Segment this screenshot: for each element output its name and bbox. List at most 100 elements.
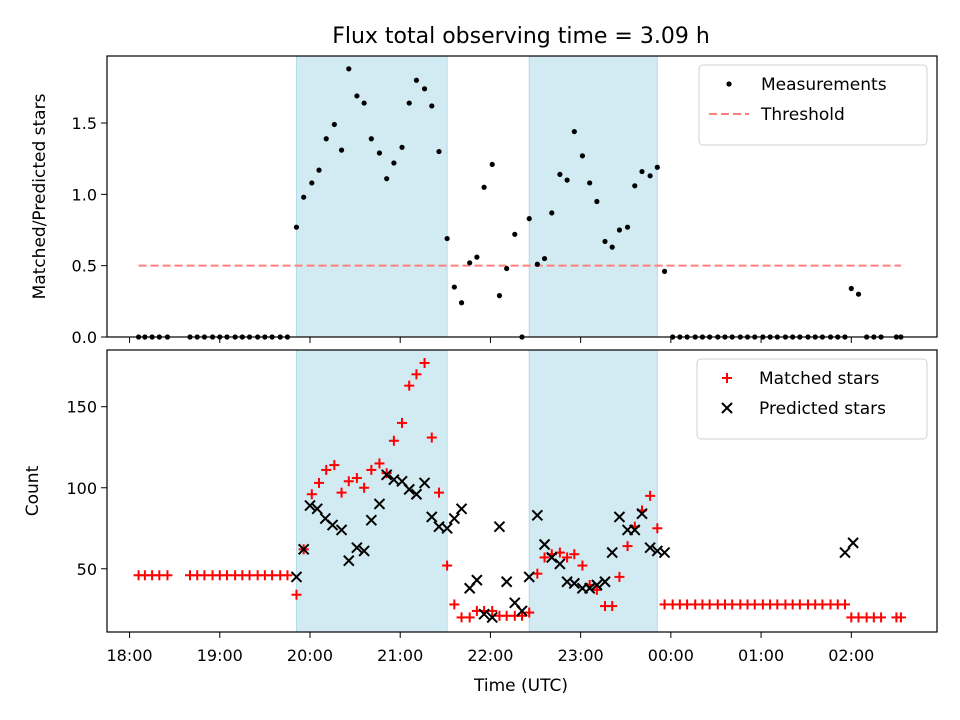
predicted-stars-point [606, 546, 618, 559]
x-tick-label: 21:00 [377, 646, 423, 665]
matched-stars-point [162, 570, 173, 581]
measurements-point [639, 168, 645, 175]
matched-stars-point [366, 464, 377, 475]
x-tick-label: 19:00 [197, 646, 243, 665]
ratio-panel-frame [106, 55, 938, 338]
predicted-stars-point [418, 477, 431, 489]
measurements-point [594, 198, 600, 205]
y-tick-label: 50 [77, 560, 97, 579]
predicted-stars-point [523, 571, 535, 583]
measurements-point [376, 150, 383, 156]
matched-stars-point [411, 369, 422, 380]
matched-stars-point [524, 607, 535, 618]
matched-stars-point [359, 482, 370, 493]
matched-stars-point [562, 552, 573, 563]
matched-stars-point [645, 490, 656, 501]
shaded-interval [528, 55, 658, 338]
count-panel: 50 100 150 18:00 19:00 20:00 21:00 22:00 23:00 0… [23, 349, 938, 665]
measurements-point [309, 180, 315, 186]
measurements-point [848, 285, 854, 292]
measurements-point [391, 160, 397, 166]
measurements-point [361, 100, 367, 106]
matched-stars-point [487, 605, 498, 616]
predicted-stars-point [636, 507, 648, 520]
predicted-stars-point [304, 499, 316, 512]
predicted-stars-point [373, 498, 386, 510]
matched-stars-point [517, 610, 527, 621]
matched-stars-point [839, 599, 850, 610]
legend-dot-swatch [726, 81, 732, 87]
y-tick-label: 1.5 [72, 114, 97, 133]
measurements-point [609, 244, 615, 250]
measurements-point [579, 153, 586, 159]
predicted-stars-point [486, 611, 498, 624]
shaded-interval [295, 55, 448, 338]
predicted-stars-point [839, 546, 851, 559]
predicted-stars-point [358, 545, 370, 557]
predicted-stars-point [335, 524, 348, 536]
measurements-point [661, 268, 668, 274]
y-tick-label: 100 [66, 479, 97, 498]
x-tick-label: 18:00 [106, 646, 152, 665]
measurements-point [346, 66, 352, 72]
predicted-stars-point [478, 608, 490, 620]
matched-stars-point [539, 552, 550, 563]
predicted-stars-point [493, 520, 506, 533]
predicted-stars-point [568, 577, 581, 590]
matched-stars-point [397, 417, 408, 428]
matched-stars-point [282, 570, 293, 581]
count-panel-legend: Matched stars Predicted stars [696, 358, 928, 440]
measurements-point [338, 147, 345, 153]
measurements-point [331, 121, 337, 128]
count-panel-frame [106, 349, 938, 633]
legend-x-swatch [721, 402, 733, 414]
predicted-stars-point [516, 605, 528, 617]
measurements-point [602, 238, 608, 245]
predicted-stars-point [448, 512, 461, 525]
measurements-point [571, 128, 577, 135]
measurements-point [541, 255, 548, 262]
matched-stars-point [381, 468, 392, 479]
legend-label: Threshold [760, 105, 845, 125]
measurements-point [616, 227, 623, 233]
x-tick-label: 20:00 [287, 646, 333, 665]
matched-stars-point [622, 541, 633, 552]
predicted-stars-point [500, 576, 513, 588]
measurements-point [467, 260, 473, 266]
matched-stars-point [404, 380, 415, 391]
matched-stars-point [607, 601, 618, 612]
predicted-stars-point [599, 576, 611, 588]
x-axis-label: Time (UTC) [473, 676, 568, 696]
predicted-stars-point [644, 542, 656, 554]
measurements-point [429, 103, 435, 109]
measurements-point [406, 100, 412, 106]
measurements-point [654, 164, 660, 170]
measurements-point [458, 300, 465, 306]
predicted-stars-point [410, 488, 423, 500]
measurements-point [647, 173, 653, 179]
measurements-point [436, 148, 442, 155]
measurements-point [413, 77, 420, 83]
measurements-point [632, 183, 638, 189]
predicted-stars-point [365, 514, 378, 526]
predicted-stars-point [441, 522, 453, 534]
y-tick-label: 0.5 [72, 257, 97, 276]
predicted-stars-point [471, 574, 483, 586]
shaded-interval [295, 349, 448, 633]
predicted-stars-point [403, 483, 415, 496]
predicted-stars-point [326, 519, 339, 531]
matched-stars-point [434, 487, 444, 498]
matched-stars-point [895, 612, 906, 623]
matched-stars-point [464, 612, 475, 623]
measurements-point [534, 261, 540, 267]
matched-stars-point [343, 476, 354, 487]
matched-stars-point [329, 460, 340, 471]
ratio-panel: 0.0 0.5 1.0 1.5 Matched/Predicted stars Mea… [30, 55, 938, 347]
measurements-point [624, 224, 631, 230]
measurements-point [855, 291, 862, 297]
measurements-point [316, 167, 322, 173]
measurements-point [399, 144, 405, 150]
predicted-stars-point [583, 582, 596, 594]
legend-label: Matched stars [759, 369, 879, 389]
